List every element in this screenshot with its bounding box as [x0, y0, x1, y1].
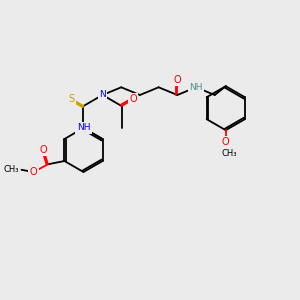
- Text: O: O: [129, 94, 137, 104]
- Text: S: S: [68, 94, 74, 104]
- Text: NH: NH: [77, 124, 90, 133]
- Text: N: N: [99, 91, 106, 100]
- Text: O: O: [30, 167, 38, 177]
- Text: CH₃: CH₃: [222, 149, 237, 158]
- Text: O: O: [40, 145, 47, 155]
- Text: O: O: [222, 137, 230, 147]
- Text: CH₃: CH₃: [4, 165, 19, 174]
- Text: O: O: [173, 75, 181, 85]
- Text: NH: NH: [189, 83, 203, 92]
